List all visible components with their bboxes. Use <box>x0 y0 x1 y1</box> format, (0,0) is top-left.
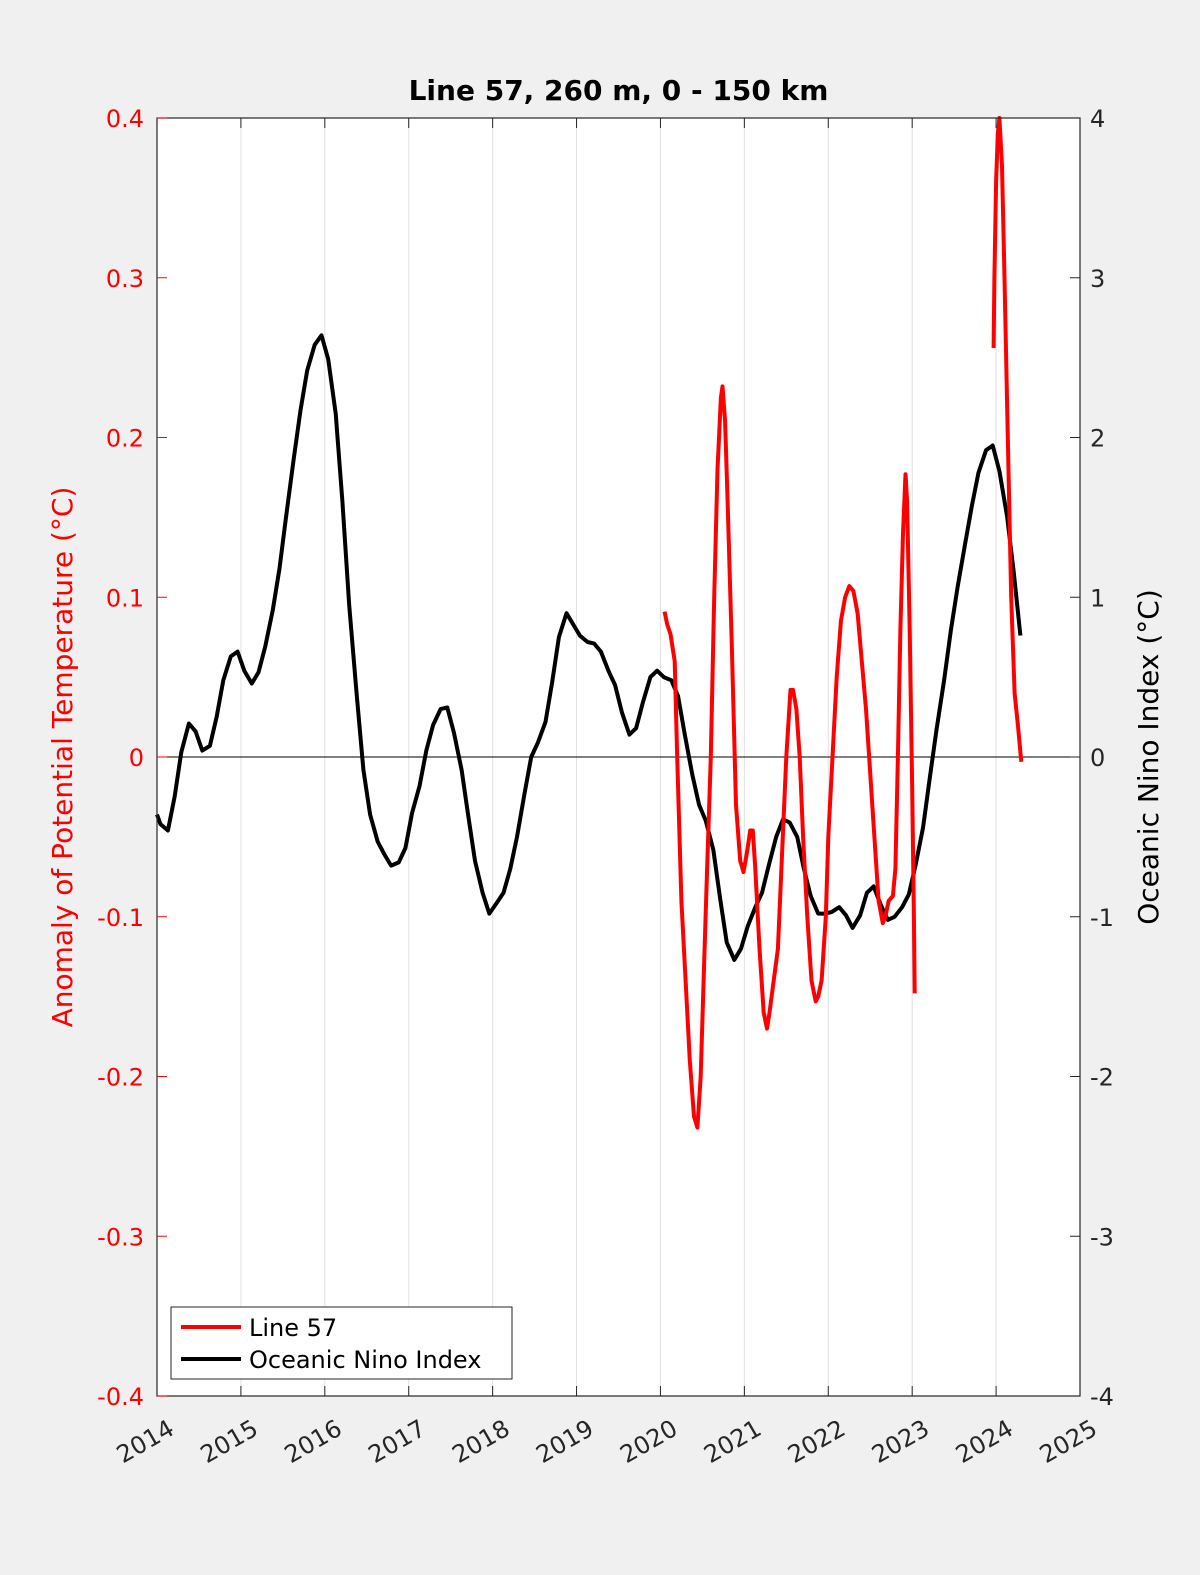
y-left-tick-label: 0.2 <box>106 425 144 453</box>
y-right-tick-label: -1 <box>1090 904 1114 932</box>
y-left-tick-label: 0.4 <box>106 105 144 133</box>
y-right-tick-label: -4 <box>1090 1383 1114 1411</box>
y-right-tick-label: -2 <box>1090 1064 1114 1092</box>
y-axis-left-label: Anomaly of Potential Temperature (°C) <box>46 487 79 1028</box>
y-left-tick-label: 0 <box>129 744 144 772</box>
series-line57-line <box>662 384 917 1130</box>
y-right-tick-label: 1 <box>1090 584 1105 612</box>
y-left-tick-label: -0.3 <box>97 1223 144 1251</box>
y-right-tick-label: 0 <box>1090 744 1105 772</box>
y-left-tick-label: -0.2 <box>97 1064 144 1092</box>
y-right-tick-label: 2 <box>1090 425 1105 453</box>
legend-label-line57: Line 57 <box>249 1314 337 1342</box>
legend-box <box>170 1306 513 1380</box>
y-right-tick-label: -3 <box>1090 1223 1114 1251</box>
y-left-tick-label: -0.4 <box>97 1383 144 1411</box>
legend-label-oni: Oceanic Nino Index <box>249 1346 481 1374</box>
y-axis-right-label: Oceanic Nino Index (°C) <box>1132 589 1165 925</box>
y-right-tick-label: 3 <box>1090 265 1105 293</box>
series-line57-line <box>991 116 1024 762</box>
series-group <box>155 116 1024 1130</box>
y-left-tick-label: 0.3 <box>106 265 144 293</box>
chart-title: Line 57, 260 m, 0 - 150 km <box>409 74 829 107</box>
y-right-tick-label: 4 <box>1090 105 1105 133</box>
y-left-tick-label: 0.1 <box>106 584 144 612</box>
y-left-tick-label: -0.1 <box>97 904 144 932</box>
legend: Line 57 Oceanic Nino Index <box>170 1306 513 1380</box>
